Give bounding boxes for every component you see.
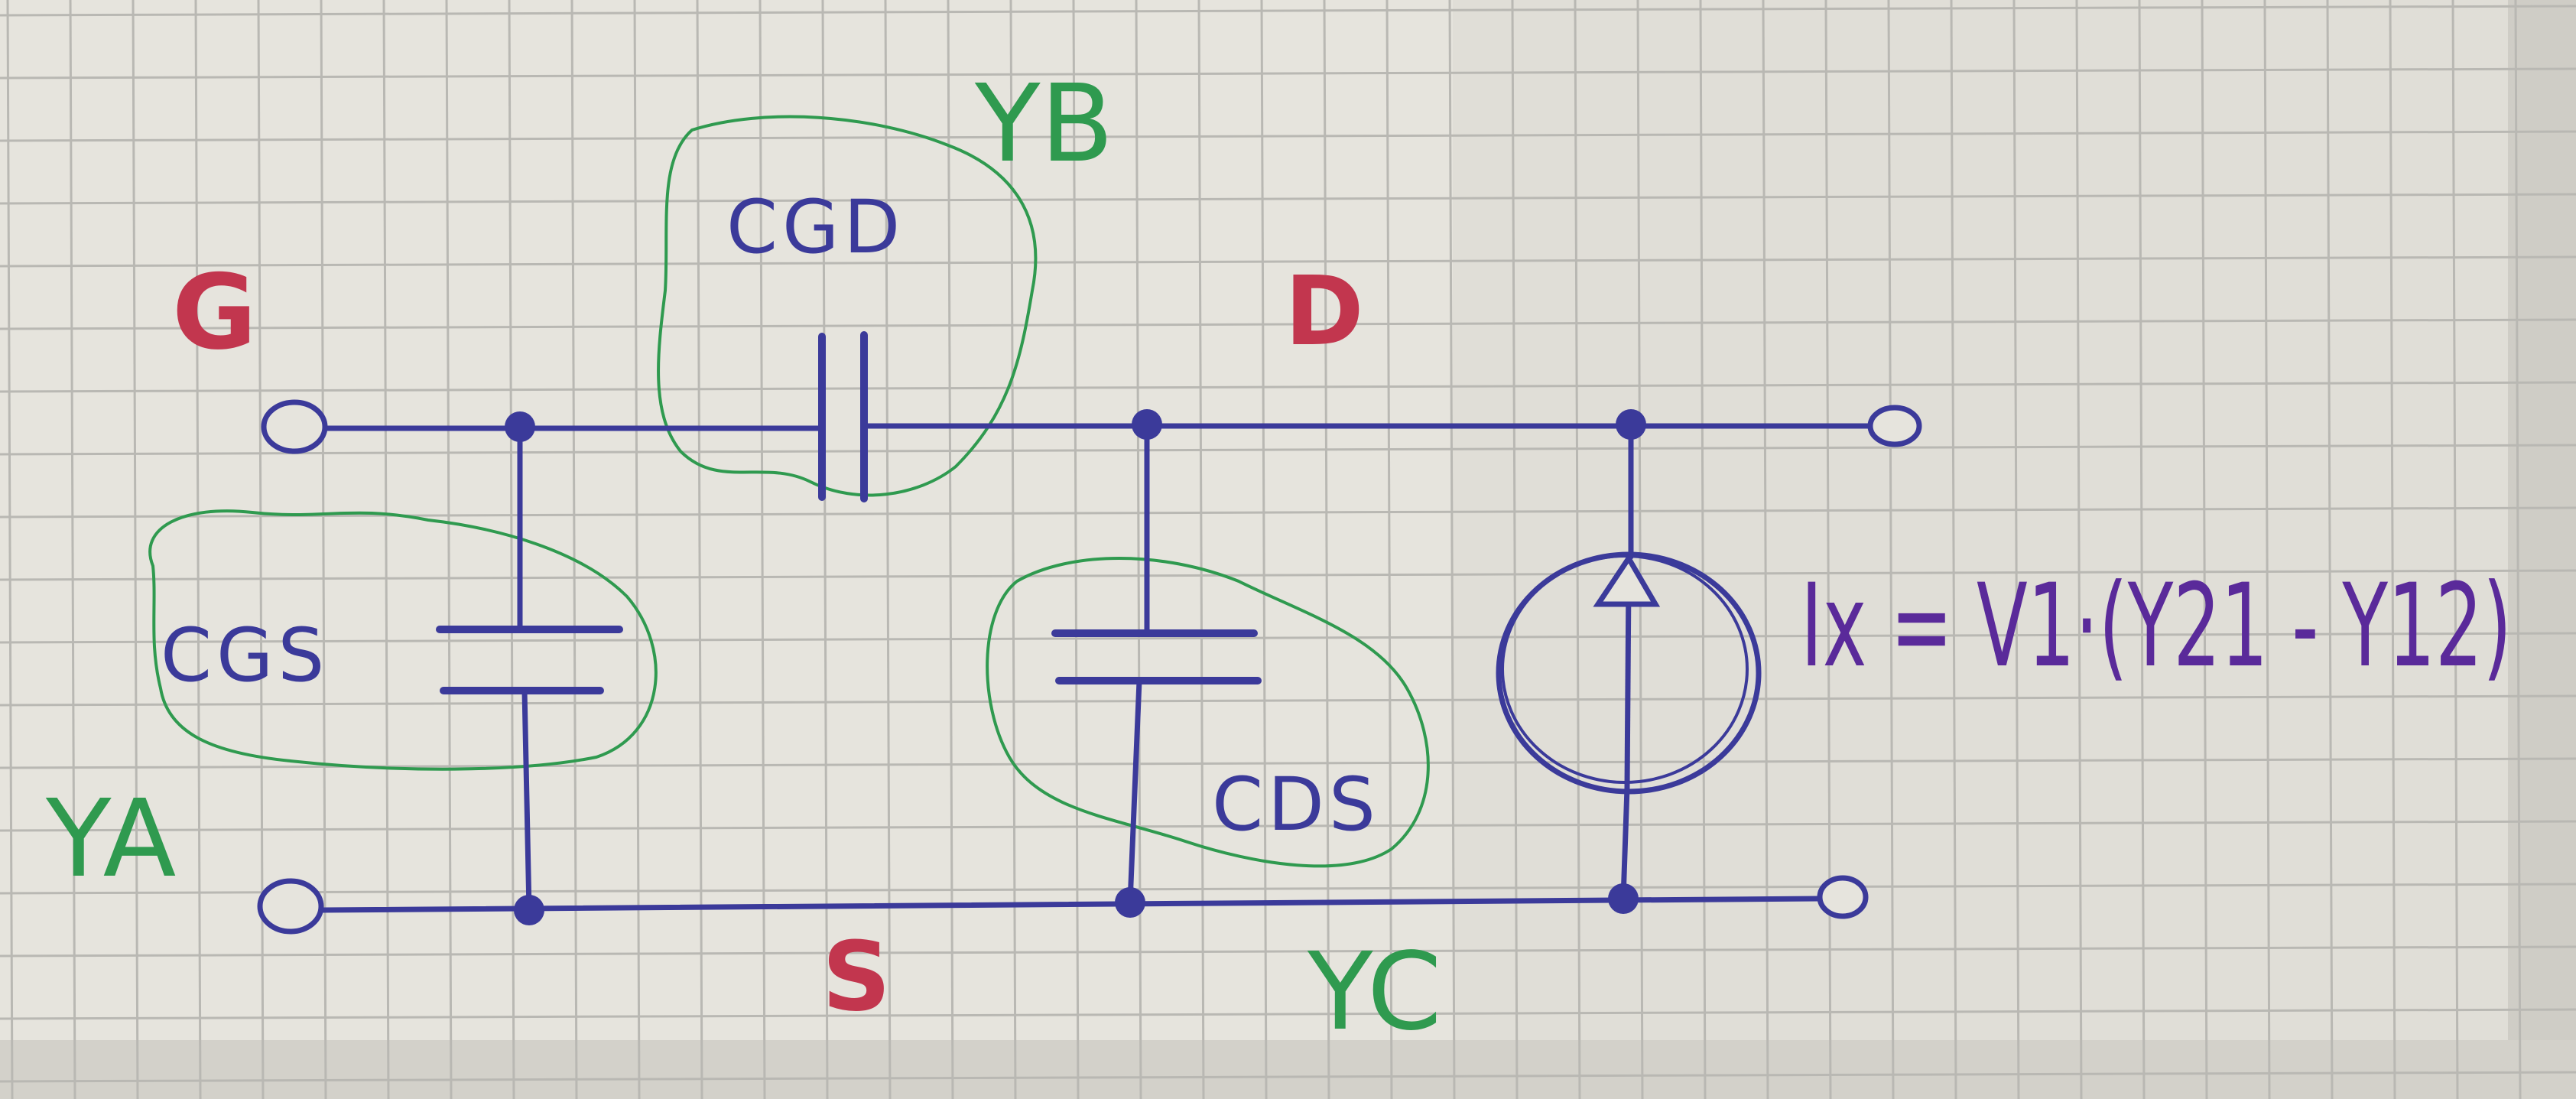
grid-line-horizontal [0, 1071, 2576, 1083]
junction-drain-source [1616, 409, 1646, 440]
current-source [1496, 551, 1762, 795]
outline-yc [986, 557, 1430, 868]
grid-line-vertical [1448, 0, 1456, 1099]
grid-line-vertical [884, 0, 892, 1099]
admittance-outlines [148, 115, 1430, 868]
grid-line-horizontal [0, 193, 2576, 205]
grid-line-vertical [508, 0, 515, 1099]
grid-line-horizontal [0, 632, 2576, 644]
grid-line-horizontal [0, 130, 2576, 142]
junction-dots [505, 409, 1646, 925]
grid-line-vertical [69, 0, 76, 1099]
label-cgs: CGS [161, 613, 329, 698]
grid-line-vertical [1762, 0, 1769, 1099]
capacitor-plates [436, 331, 1262, 694]
grid-line-vertical [2451, 0, 2459, 1099]
label-drain: D [1285, 256, 1364, 367]
grid-line-horizontal [0, 945, 2576, 958]
junction-cgs-bottom [514, 895, 544, 925]
wires [318, 423, 1875, 913]
grid-line-vertical [821, 0, 829, 1099]
grid-line-vertical [1950, 0, 1957, 1099]
grid-line-horizontal [0, 820, 2576, 832]
terminal-gate [261, 399, 328, 454]
grid-line-vertical [1135, 0, 1142, 1099]
grid-line-vertical [633, 0, 641, 1099]
grid-line-vertical [382, 0, 390, 1099]
terminal-source-output [1817, 875, 1869, 919]
grid-line-horizontal [0, 694, 2576, 707]
grid-line-vertical [6, 0, 14, 1099]
outline-ya [148, 509, 658, 771]
grid-line-horizontal [0, 569, 2576, 581]
grid-line-vertical [194, 0, 202, 1099]
grid-line-vertical [696, 0, 703, 1099]
grid-line-horizontal [0, 255, 2576, 268]
junction-source-bottom [1608, 883, 1639, 914]
grid-line-vertical [1699, 0, 1707, 1099]
current-source-arrow-shaft [1624, 580, 1632, 788]
grid-line-vertical [1887, 0, 1895, 1099]
grid-line-vertical [1009, 0, 1017, 1099]
grid-line-vertical [2326, 0, 2334, 1099]
label-yb: YB [974, 62, 1114, 187]
grid-line-vertical [1072, 0, 1080, 1099]
current-source-arrow-head [1593, 553, 1661, 607]
label-source: S [822, 922, 891, 1032]
grid-line-horizontal [0, 67, 2576, 80]
grid-line-vertical [2514, 0, 2522, 1099]
grid-line-vertical [2012, 0, 2020, 1099]
label-yc: YC [1307, 930, 1442, 1055]
grid-line-horizontal [0, 5, 2576, 17]
junction-cds-bottom [1115, 887, 1145, 918]
label-cgd: CGD [726, 184, 905, 270]
grid-line-vertical [2075, 0, 2083, 1099]
grid-line-vertical [759, 0, 766, 1099]
cgs-lower-lead [521, 688, 532, 913]
grid-line-vertical [2389, 0, 2396, 1099]
grid-line-vertical [1197, 0, 1205, 1099]
terminal-source-input [257, 878, 324, 935]
terminals [257, 399, 1922, 935]
grid-line-vertical [1574, 0, 1581, 1099]
grid-line-horizontal [0, 506, 2576, 519]
grid-line-horizontal [0, 883, 2576, 895]
grid-line-vertical [1636, 0, 1644, 1099]
label-cds: CDS [1212, 762, 1380, 847]
paper-bottom-edge [0, 1040, 2576, 1099]
label-gate: G [172, 252, 257, 372]
grid-line-horizontal [0, 444, 2576, 456]
label-ya: YA [45, 777, 176, 902]
cds-lower-lead [1127, 678, 1142, 906]
terminal-drain-output [1867, 405, 1922, 447]
grid-line-vertical [2201, 0, 2208, 1099]
grid-line-vertical [570, 0, 578, 1099]
grid-line-vertical [947, 0, 954, 1099]
grid-line-vertical [445, 0, 453, 1099]
grid-line-horizontal [0, 1008, 2576, 1020]
grid-line-vertical [2138, 0, 2146, 1099]
grid-line-vertical [132, 0, 139, 1099]
junction-drain-cds [1132, 409, 1162, 440]
outline-yb [657, 115, 1038, 497]
grid-line-vertical [1323, 0, 1330, 1099]
grid-line-horizontal [0, 381, 2576, 393]
bottom-wire [318, 896, 1823, 913]
junction-gate-cgs [505, 411, 535, 442]
grid-line-horizontal [0, 757, 2576, 769]
source-lower-lead [1620, 785, 1630, 902]
current-source-equation: Ix = V1·(Y21 - Y12) [1801, 560, 2512, 693]
grid-line-vertical [1385, 0, 1393, 1099]
grid-line-vertical [2263, 0, 2271, 1099]
grid-line-vertical [1260, 0, 1268, 1099]
grid-line-vertical [320, 0, 327, 1099]
grid-line-horizontal [0, 318, 2576, 330]
grid-line-vertical [1511, 0, 1519, 1099]
